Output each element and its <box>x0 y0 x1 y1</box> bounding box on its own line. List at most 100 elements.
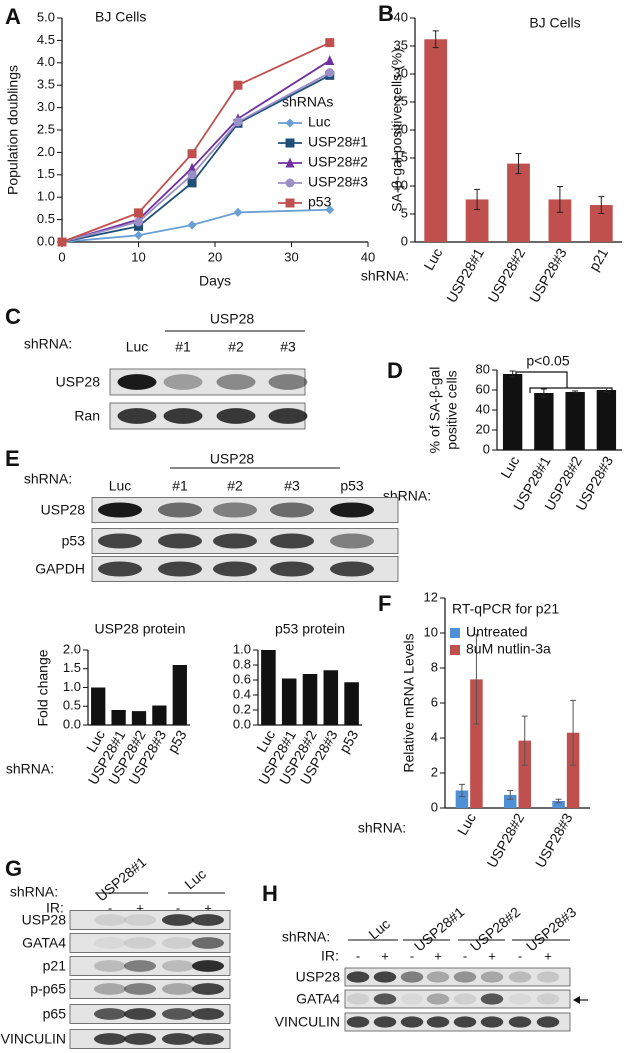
blot-band <box>346 993 370 1005</box>
blot-band <box>270 533 314 549</box>
error-bar <box>603 387 610 393</box>
bar <box>507 163 530 242</box>
blot-band <box>162 983 194 995</box>
x-tick-label: 40 <box>361 249 375 264</box>
marker <box>57 237 67 247</box>
ir-sign: + <box>434 948 442 963</box>
row-label: VINCULIN <box>1 1031 66 1047</box>
blot-band <box>192 937 224 949</box>
y-axis-label: Population doublings <box>5 65 21 195</box>
blot-band <box>216 374 256 390</box>
y-tick-label: 10 <box>424 624 438 639</box>
blot-band <box>192 983 224 995</box>
bar <box>91 687 106 725</box>
row-label: Ran <box>74 408 100 424</box>
blot-band <box>162 914 194 926</box>
marker <box>233 117 243 127</box>
blot-band <box>117 374 157 390</box>
error-bar <box>507 790 514 800</box>
blot-band <box>192 1033 224 1045</box>
blot-band <box>373 993 397 1005</box>
chart-title: USP28 protein <box>94 621 185 637</box>
y-tick-label: 35 <box>394 37 408 52</box>
row-label: GATA4 <box>296 991 340 1007</box>
blot-strip <box>69 910 231 930</box>
ir-sign: - <box>410 948 414 963</box>
blot-band <box>158 502 202 518</box>
marker <box>285 138 295 148</box>
y-tick-label: 20 <box>394 121 408 136</box>
row-label: p53 <box>62 533 86 549</box>
blot-band <box>426 993 450 1005</box>
legend-label: Untreated <box>466 624 527 640</box>
marker <box>134 230 143 240</box>
blot-band <box>346 1016 370 1028</box>
y-axis-label: Relative mRNA Levels <box>401 633 417 772</box>
y-tick-label: 4 <box>431 729 438 744</box>
lane-label: #3 <box>280 339 296 355</box>
lane-label: p53 <box>340 478 364 494</box>
blot-band <box>94 937 126 949</box>
lane-label: #3 <box>284 478 300 494</box>
y-tick-label: 30 <box>394 65 408 80</box>
bar <box>502 374 523 450</box>
marker <box>325 68 335 78</box>
error-bar <box>458 783 465 798</box>
lane-label: Luc <box>109 478 132 494</box>
marker <box>285 178 295 188</box>
panel-label: F <box>378 591 391 616</box>
blot-band <box>158 533 202 549</box>
annotation: p<0.05 <box>526 353 569 369</box>
y-tick-label: 0.5 <box>63 698 81 713</box>
ir-sign: + <box>544 948 552 963</box>
panel-label: C <box>5 304 21 329</box>
y-tick-label: 1.0 <box>63 679 81 694</box>
row-label: USP28 <box>41 502 86 518</box>
error-bar <box>521 715 528 766</box>
blot-band <box>213 561 257 577</box>
blot-band <box>480 993 504 1005</box>
error-bar <box>598 196 605 214</box>
bar <box>152 705 167 725</box>
blot-band <box>330 502 374 518</box>
blot-band <box>453 971 477 983</box>
y-tick-label: 0.5 <box>37 211 55 226</box>
blot-band <box>453 1016 477 1028</box>
blot-band <box>124 960 156 972</box>
y-tick-label: 10 <box>394 177 408 192</box>
y-tick-label: 4.5 <box>37 32 55 47</box>
y-tick-label: 60 <box>476 381 490 396</box>
panel-label: D <box>387 358 403 383</box>
bar <box>534 393 554 450</box>
y-tick-label: 40 <box>476 401 490 416</box>
bar <box>111 710 126 725</box>
marker <box>285 157 295 168</box>
blot-band <box>268 374 308 390</box>
blot-band <box>480 971 504 983</box>
y-tick-label: 8 <box>431 659 438 674</box>
bar <box>323 670 339 725</box>
blot-band <box>536 993 560 1005</box>
arrow-head <box>573 996 580 1004</box>
row-label: GATA4 <box>22 935 66 951</box>
y-tick-label: 1.5 <box>63 660 81 675</box>
y-axis-label: % of SA-β-gal <box>427 367 443 454</box>
blot-band <box>213 502 257 518</box>
y-tick-label: 40 <box>394 9 408 24</box>
y-tick-label: 6 <box>431 694 438 709</box>
ir-sign: - <box>108 900 112 915</box>
bar <box>566 732 580 808</box>
bar <box>504 794 517 808</box>
y-axis-label: SA-β-gal positive cells (%) <box>389 48 405 212</box>
chart-title: RT-qPCR for p21 <box>452 601 559 617</box>
blot-band <box>98 561 142 577</box>
blot-band <box>124 914 156 926</box>
bar <box>455 790 469 808</box>
marker <box>285 118 295 128</box>
y-tick-label: 12 <box>424 589 438 604</box>
marker <box>187 149 197 159</box>
y-axis-label: positive cells <box>444 370 460 449</box>
y-tick-label: 3.5 <box>37 77 55 92</box>
